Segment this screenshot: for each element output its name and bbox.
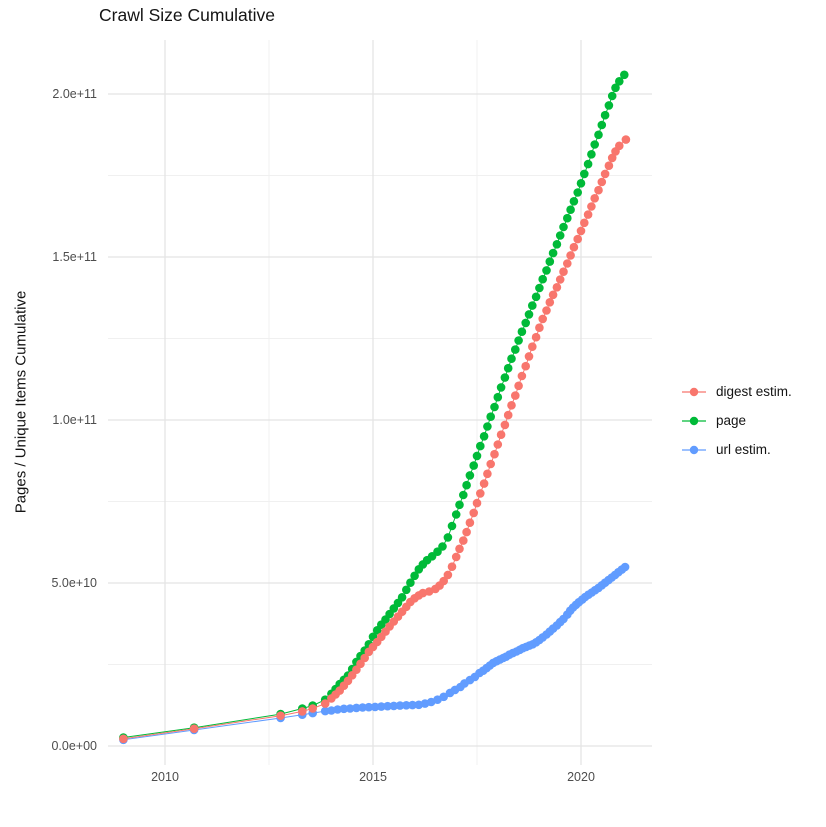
legend-label: page bbox=[716, 413, 747, 428]
legend: digest estim. page url estim. bbox=[681, 377, 792, 464]
y-tick-label: 1.5e+11 bbox=[52, 250, 97, 264]
x-tick-label: 2015 bbox=[359, 770, 387, 784]
legend-item-url-estim: url estim. bbox=[681, 435, 792, 464]
legend-label: url estim. bbox=[716, 442, 771, 457]
x-tick-label: 2020 bbox=[567, 770, 595, 784]
y-tick-label: 1.0e+11 bbox=[52, 413, 97, 427]
legend-item-digest-estim: digest estim. bbox=[681, 377, 792, 406]
chart-title: Crawl Size Cumulative bbox=[99, 5, 276, 25]
legend-key-point-icon bbox=[681, 414, 707, 428]
series-url-estim bbox=[119, 562, 630, 745]
y-axis-title: Pages / Unique Items Cumulative bbox=[12, 290, 30, 514]
y-tick-label: 5.0e+10 bbox=[51, 576, 97, 590]
plot-area bbox=[108, 40, 652, 765]
legend-key-point-icon bbox=[681, 443, 707, 457]
legend-key-point-icon bbox=[681, 385, 707, 399]
y-tick-label: 0.0e+00 bbox=[51, 739, 97, 753]
series-digest-estim bbox=[119, 135, 631, 744]
x-tick-label: 2010 bbox=[151, 770, 179, 784]
y-tick-label: 2.0e+11 bbox=[52, 87, 97, 101]
plot-panel bbox=[108, 40, 652, 765]
legend-item-page: page bbox=[681, 406, 792, 435]
legend-label: digest estim. bbox=[716, 384, 792, 399]
